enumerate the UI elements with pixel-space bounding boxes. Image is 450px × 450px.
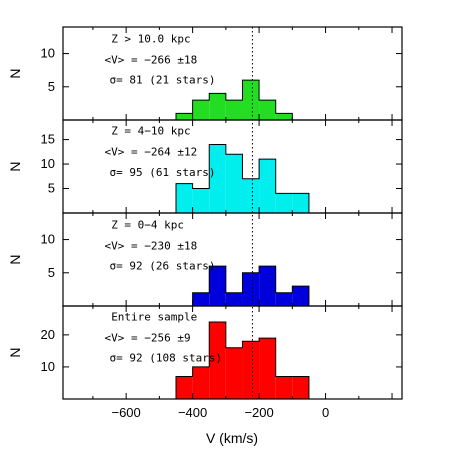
histogram-bar — [192, 292, 210, 306]
histogram-bar — [259, 338, 276, 399]
y-axis-title: N — [7, 68, 23, 78]
panel-annotation: Z > 10.0 kpc — [111, 32, 190, 45]
x-tick-label: 0 — [322, 405, 329, 420]
histogram-bar — [242, 178, 260, 213]
histogram-bar — [275, 376, 293, 399]
histogram-bar — [192, 366, 210, 399]
histogram-bar — [209, 266, 226, 306]
histogram-bar — [242, 272, 260, 306]
histogram-bar — [192, 188, 210, 213]
panel-annotation: σ= 95 (61 stars) — [110, 166, 216, 179]
histogram-bar — [275, 193, 293, 213]
histogram-outline — [175, 321, 310, 399]
panel-3: 5 10 N Z = 0−4 kpc <V> = −230 ±18 σ= 92 (26 s… — [7, 213, 402, 307]
x-tick-label: −200 — [244, 405, 273, 420]
histogram-bar — [192, 100, 210, 120]
y-axis-title: N — [7, 347, 23, 357]
panel-4: 10 20 N Entire sample <V> = −256 ±9 σ= 92 (10… — [7, 306, 402, 399]
histogram-panels: 5 10 N Z > 10.0 kpc <V> = −266 ±18 σ= 81 (21 … — [7, 27, 402, 399]
panel-annotation: σ= 92 (26 stars) — [110, 259, 216, 272]
panel-frames — [62, 26, 403, 400]
histogram-bar — [209, 93, 226, 120]
y-tick-label: 10 — [41, 46, 55, 61]
histogram-outline — [176, 265, 310, 307]
histogram-bar — [225, 154, 243, 213]
histogram-bar — [225, 347, 243, 399]
histogram-bar — [292, 376, 309, 399]
histogram-bar — [242, 80, 260, 120]
y-tick-label: 5 — [48, 79, 55, 94]
histogram-bar — [209, 144, 226, 213]
x-tick-label: −400 — [178, 405, 207, 420]
histogram-bar — [259, 159, 276, 213]
y-axis-title: N — [7, 254, 23, 264]
x-tick-label: −600 — [111, 405, 140, 420]
y-tick-label: 10 — [41, 156, 55, 171]
histogram-bar — [176, 376, 193, 399]
panel-annotation: σ= 92 (108 stars) — [110, 351, 223, 364]
x-axis: −600 −400 −200 0 — [111, 405, 329, 420]
histogram-bar — [242, 341, 260, 399]
y-tick-label: 15 — [41, 132, 55, 147]
panel-1: 5 10 N Z > 10.0 kpc <V> = −266 ±18 σ= 81 (21 … — [7, 27, 402, 120]
panel-annotation: <V> = −230 ±18 — [105, 240, 198, 253]
histogram-outline — [175, 79, 293, 120]
histogram-bar — [292, 193, 309, 213]
y-tick-label: 5 — [48, 181, 55, 196]
y-tick-label: 10 — [41, 359, 55, 374]
histogram-bar — [259, 100, 276, 120]
histogram-bar — [209, 322, 226, 399]
panel-annotation: Z = 4−10 kpc — [111, 125, 190, 138]
y-tick-label: 10 — [41, 232, 55, 247]
panel-frame — [62, 305, 403, 400]
histogram-bar — [176, 183, 193, 213]
panel-2: 5 10 15 N Z = 4−10 kpc <V> = −264 ±12 σ= 95 (6… — [7, 120, 402, 213]
histogram-bar — [259, 266, 276, 306]
panel-annotation: <V> = −264 ±12 — [105, 146, 198, 159]
histogram-bar — [225, 292, 243, 306]
histogram-bar — [225, 100, 243, 120]
histogram-bar — [292, 286, 309, 306]
histogram-bar — [275, 113, 293, 120]
x-axis-title: V (km/s) — [206, 430, 258, 446]
y-tick-label: 5 — [48, 265, 55, 280]
y-axis-title: N — [7, 161, 23, 171]
y-tick-label: 20 — [41, 327, 55, 342]
panel-annotation: Z = 0−4 kpc — [111, 218, 184, 231]
histogram-bar — [275, 292, 293, 306]
panel-annotation: σ= 81 (21 stars) — [110, 73, 216, 86]
histogram-bar — [176, 113, 193, 120]
panel-annotation: <V> = −266 ±18 — [105, 54, 198, 67]
panel-annotation: <V> = −256 ±9 — [105, 331, 191, 344]
histogram-outline — [175, 143, 310, 213]
panel-annotation: Entire sample — [111, 310, 197, 323]
